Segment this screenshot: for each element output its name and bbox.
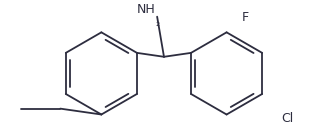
Text: Cl: Cl — [281, 112, 294, 125]
Text: F: F — [242, 11, 249, 24]
Text: ₂: ₂ — [156, 18, 160, 28]
Text: NH: NH — [136, 3, 155, 16]
